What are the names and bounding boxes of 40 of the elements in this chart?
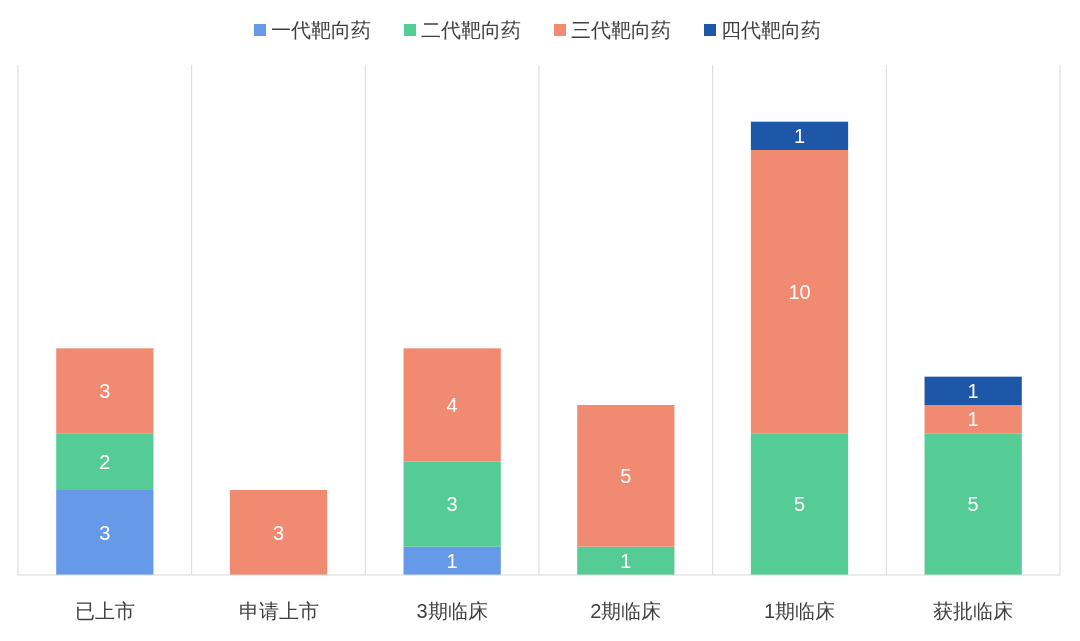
legend-label: 一代靶向药 <box>271 19 371 41</box>
x-tick-label: 已上市 <box>74 600 135 622</box>
x-tick-label: 2期临床 <box>590 600 662 622</box>
bar <box>750 121 849 150</box>
bar <box>924 433 1022 575</box>
bar <box>577 546 675 575</box>
data-label: 5 <box>967 493 979 516</box>
bar <box>403 546 501 575</box>
data-label: 1 <box>967 379 979 402</box>
x-tick-label: 3期临床 <box>416 600 488 622</box>
bar <box>56 348 154 434</box>
bar <box>403 461 501 547</box>
bar <box>924 405 1022 434</box>
data-label: 3 <box>99 379 111 402</box>
bar <box>229 490 328 575</box>
legend-label: 二代靶向药 <box>421 19 521 41</box>
bar <box>56 433 154 490</box>
data-label: 2 <box>99 450 111 473</box>
data-label: 1 <box>967 408 979 431</box>
bar <box>750 150 849 434</box>
bar <box>577 405 675 547</box>
legend-label: 四代靶向药 <box>721 19 821 41</box>
bar <box>403 348 501 462</box>
bar <box>56 490 154 575</box>
legend-label: 三代靶向药 <box>571 19 671 41</box>
data-label: 3 <box>99 521 111 544</box>
data-label: 10 <box>788 280 811 303</box>
data-label: 1 <box>793 124 806 147</box>
x-tick-label: 获批临床 <box>933 600 1014 622</box>
data-label: 5 <box>793 493 806 516</box>
data-label: 1 <box>620 549 632 572</box>
bar <box>750 433 849 575</box>
bar <box>924 376 1022 405</box>
data-label: 4 <box>446 394 458 416</box>
data-label: 5 <box>620 464 632 487</box>
data-label: 1 <box>446 549 458 572</box>
data-label: 3 <box>272 521 285 544</box>
data-label: 3 <box>446 493 458 516</box>
x-tick-label: 申请上市 <box>238 600 319 622</box>
x-tick-label: 1期临床 <box>763 600 836 622</box>
